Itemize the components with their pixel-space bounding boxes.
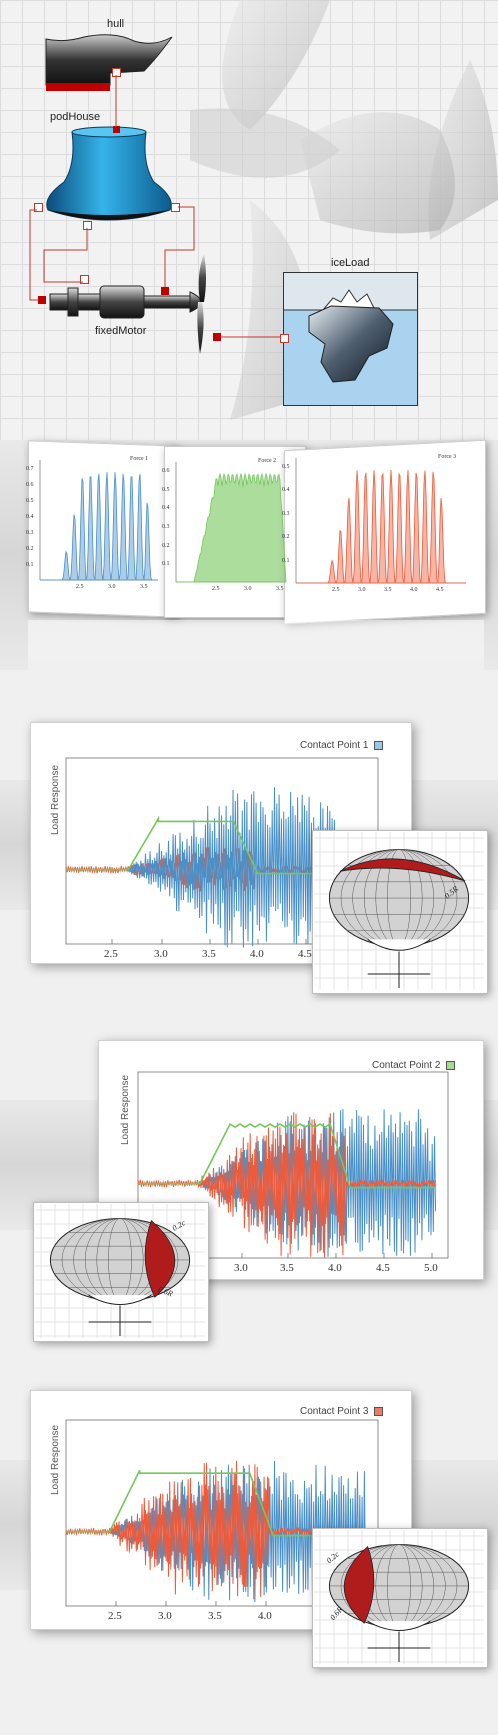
x-tick-label: 4.0 <box>328 1262 342 1274</box>
legend-swatch <box>374 1406 384 1416</box>
y-tick-label: 0.1 <box>162 561 170 568</box>
x-tick-label: 4.5 <box>376 1262 390 1274</box>
y-tick-label: 0.5 <box>26 498 34 504</box>
x-tick-label: 4.0 <box>250 948 264 960</box>
x-tick-label: 3.5 <box>384 587 392 593</box>
y-tick-label: 0.6 <box>162 468 170 474</box>
x-tick-label: 4.0 <box>258 1610 272 1622</box>
legend-label: Contact Point 2 <box>372 1060 441 1071</box>
y-tick-label: 0.1 <box>26 562 34 568</box>
fixedmotor-block[interactable] <box>36 254 216 354</box>
force-chart-2-plot <box>175 462 287 583</box>
podhouse-block[interactable] <box>38 124 180 232</box>
force-area <box>40 472 158 581</box>
green-series <box>66 1469 366 1537</box>
podhouse-port-top[interactable] <box>113 126 120 133</box>
connection-lines <box>29 75 285 338</box>
hull-label: hull <box>107 18 125 30</box>
contact-region <box>144 1219 176 1298</box>
hub <box>88 1294 152 1305</box>
hull-block[interactable] <box>44 33 176 99</box>
legend-contact-point-3: Contact Point 3 <box>300 1406 384 1417</box>
y-tick-label: 0.4 <box>282 487 290 494</box>
y-tick-label: 0.2 <box>162 542 170 549</box>
x-tick-label: 3.0 <box>108 584 116 590</box>
hub <box>367 938 431 951</box>
x-tick-label: 4.5 <box>298 948 312 960</box>
chart-title: Force 1 <box>130 456 149 462</box>
y-tick-label: 0.2 <box>282 534 290 541</box>
chart-title: Force 3 <box>438 454 457 460</box>
legend-swatch <box>446 1060 456 1070</box>
y-tick-label: 0.2 <box>26 546 34 552</box>
legend-swatch <box>374 740 384 750</box>
x-tick-label: 5.0 <box>424 1262 438 1274</box>
y-tick-label: 0.3 <box>282 510 290 517</box>
legend-label: Contact Point 3 <box>300 1406 369 1417</box>
motor-port-bottom[interactable] <box>213 333 221 341</box>
x-tick-label: 3.5 <box>208 1610 222 1622</box>
thumb-reflection <box>28 620 484 670</box>
iceload-block[interactable] <box>283 272 418 406</box>
legend-contact-point-2: Contact Point 2 <box>372 1060 456 1071</box>
x-tick-label: 2.5 <box>76 584 84 590</box>
legend-contact-point-1: Contact Point 1 <box>300 740 384 751</box>
x-tick-label: 3.0 <box>244 586 252 592</box>
podhouse-port-left[interactable] <box>34 203 43 212</box>
force-chart-1-plot <box>39 460 158 581</box>
contact-region <box>343 1545 375 1624</box>
contact-region <box>339 858 466 882</box>
motor-port-left[interactable] <box>38 296 46 304</box>
x-tick-label: 4.5 <box>436 587 444 593</box>
fixedmotor-label: fixedMotor <box>95 325 147 337</box>
force-area <box>296 469 466 585</box>
motor-port-right[interactable] <box>161 287 169 295</box>
y-tick-label: 0.3 <box>26 530 34 536</box>
blade-inset-1-drawing <box>314 832 484 990</box>
x-tick-label: 3.5 <box>202 948 216 960</box>
iceload-port[interactable] <box>280 334 289 343</box>
x-tick-label: 3.0 <box>358 587 366 593</box>
propeller-watermark <box>190 0 498 420</box>
y-tick-label: 0.6 <box>26 482 34 488</box>
blade-inset-3-drawing <box>314 1530 484 1664</box>
y-tick-label: 0.3 <box>162 524 170 530</box>
force-thumbnails <box>39 458 466 585</box>
force-chart-3-plot <box>295 458 466 585</box>
chart-title: Force 2 <box>258 458 277 464</box>
podhouse-label: podHouse <box>50 111 101 123</box>
blade-inset-2-drawing <box>35 1204 205 1338</box>
motor-port-mid[interactable] <box>80 275 89 284</box>
x-tick-label: 3.0 <box>158 1610 172 1622</box>
legend-label: Contact Point 1 <box>300 740 369 751</box>
x-tick-label: 2.5 <box>332 587 340 593</box>
x-tick-label: 4.0 <box>410 587 418 593</box>
y-tick-label: 0.4 <box>26 514 34 520</box>
force-area <box>176 472 287 583</box>
green-series <box>138 1122 436 1189</box>
y-tick-label: 0.5 <box>162 486 170 493</box>
hub <box>367 1620 431 1631</box>
y-tick-label: 0.4 <box>162 505 170 512</box>
x-tick-label: 3.5 <box>276 586 284 592</box>
x-tick-label: 3.0 <box>154 948 168 960</box>
x-tick-label: 3.5 <box>140 584 148 590</box>
y-tick-label: 0.7 <box>26 466 34 472</box>
green-series <box>66 815 366 875</box>
iceload-label: iceLoad <box>331 257 370 269</box>
x-tick-label: 2.5 <box>212 586 220 592</box>
x-tick-label: 3.0 <box>234 1262 248 1274</box>
x-tick-label: 2.5 <box>108 1610 122 1622</box>
x-tick-label: 3.5 <box>280 1262 294 1274</box>
y-tick-label: 0.1 <box>282 557 290 564</box>
y-tick-label: 0.5 <box>282 464 290 470</box>
x-tick-label: 2.5 <box>104 948 118 960</box>
